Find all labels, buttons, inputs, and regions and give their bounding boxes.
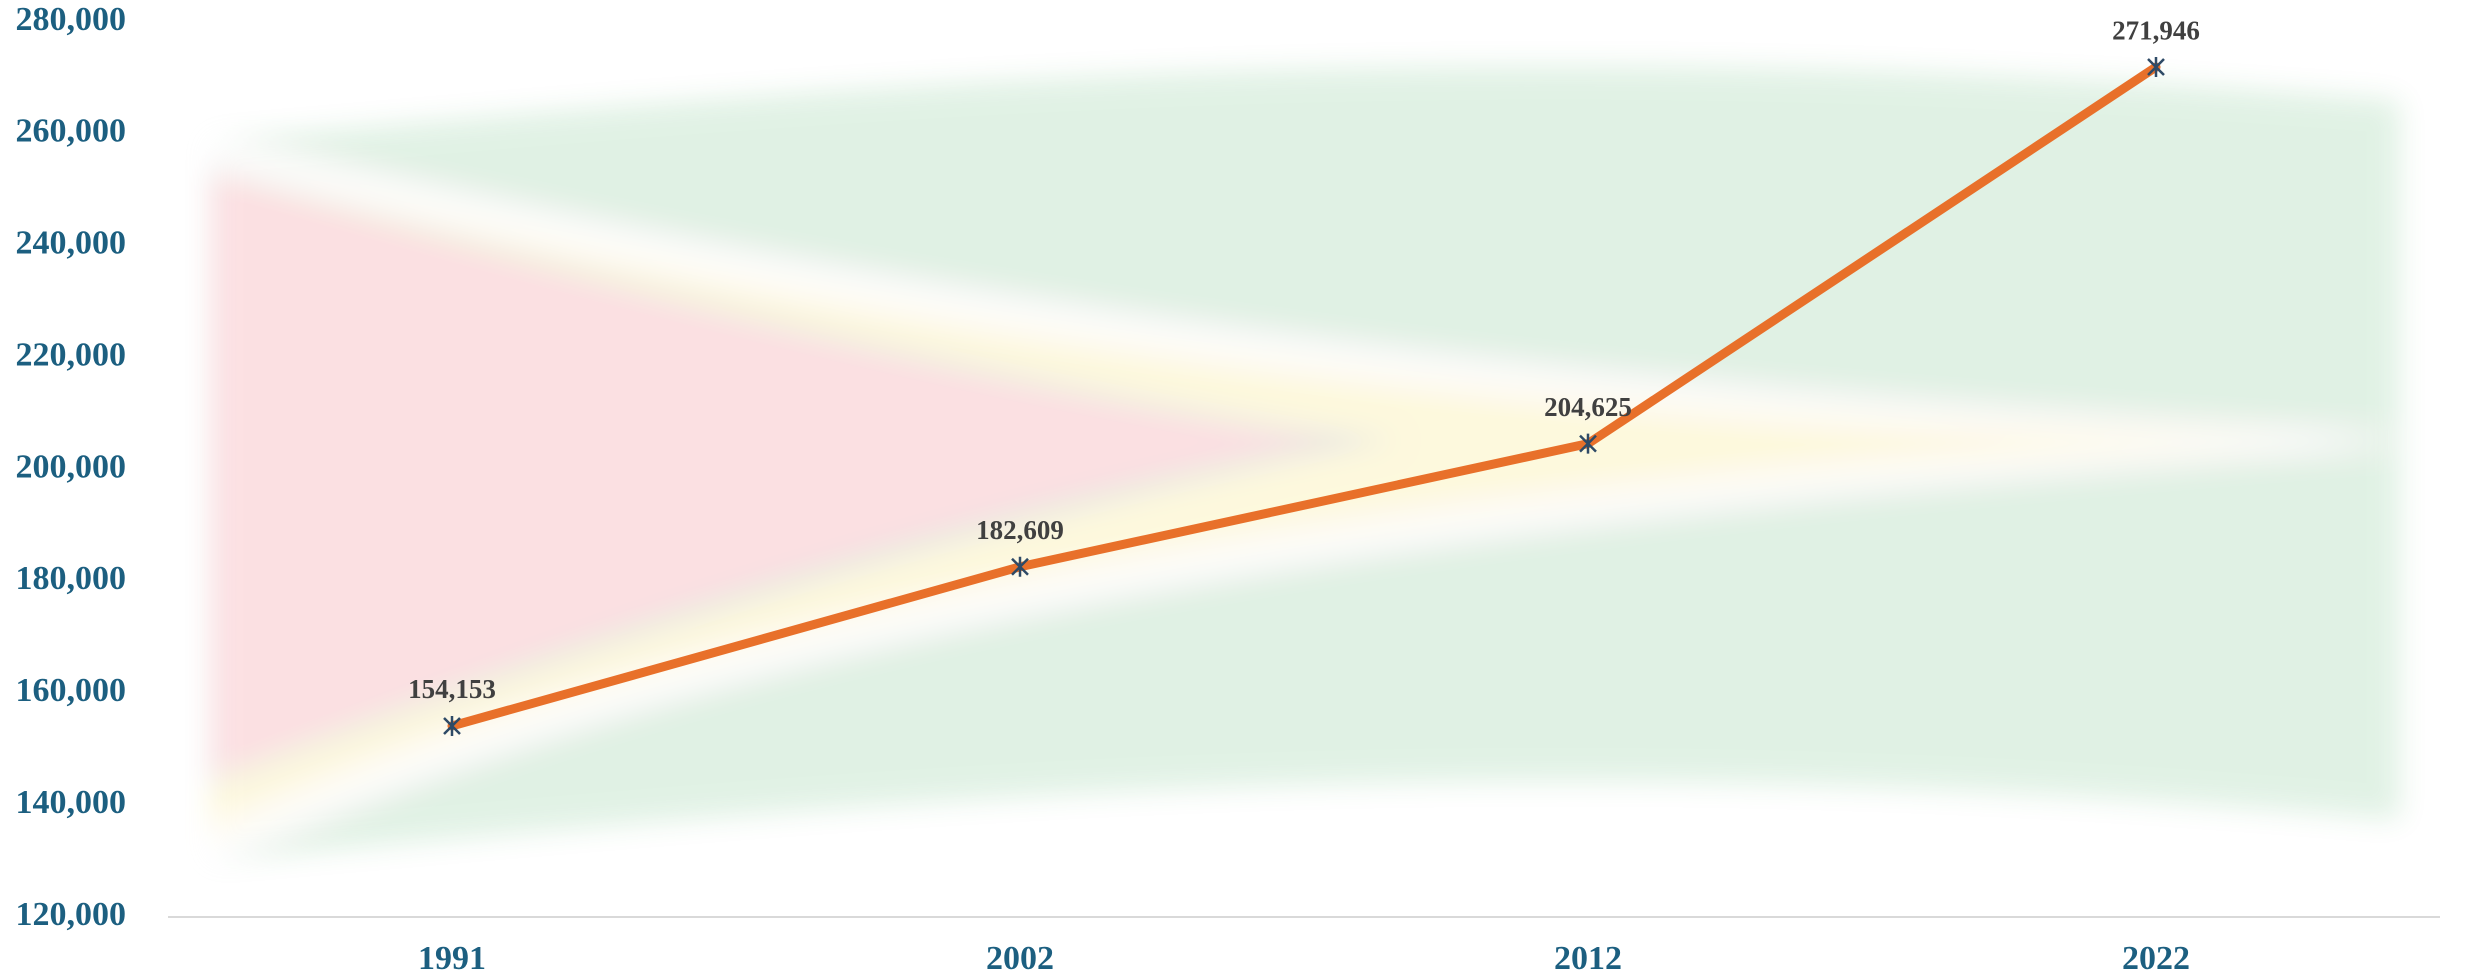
data-label: 204,625 — [1544, 392, 1632, 422]
y-tick-label: 260,000 — [16, 113, 127, 150]
data-label: 154,153 — [408, 674, 496, 704]
y-tick-label: 280,000 — [16, 1, 127, 38]
y-tick-label: 180,000 — [16, 560, 127, 597]
flag-background — [210, 65, 2400, 860]
y-tick-label: 220,000 — [16, 336, 127, 373]
x-tick-label: 2002 — [986, 940, 1054, 977]
data-marker — [1011, 556, 1029, 577]
data-marker — [443, 715, 461, 736]
x-tick-label: 1991 — [418, 940, 486, 977]
data-marker — [2147, 57, 2165, 78]
y-tick-label: 120,000 — [16, 896, 127, 933]
data-line — [447, 62, 2161, 731]
data-label: 271,946 — [2112, 15, 2200, 45]
x-tick-label: 2022 — [2122, 940, 2190, 977]
x-tick-label: 2012 — [1554, 940, 1622, 977]
data-label: 182,609 — [976, 515, 1064, 545]
y-tick-label: 160,000 — [16, 672, 127, 709]
data-marker — [1579, 433, 1597, 454]
y-tick-label: 240,000 — [16, 225, 127, 262]
y-tick-label: 200,000 — [16, 448, 127, 485]
y-tick-label: 140,000 — [16, 784, 127, 821]
